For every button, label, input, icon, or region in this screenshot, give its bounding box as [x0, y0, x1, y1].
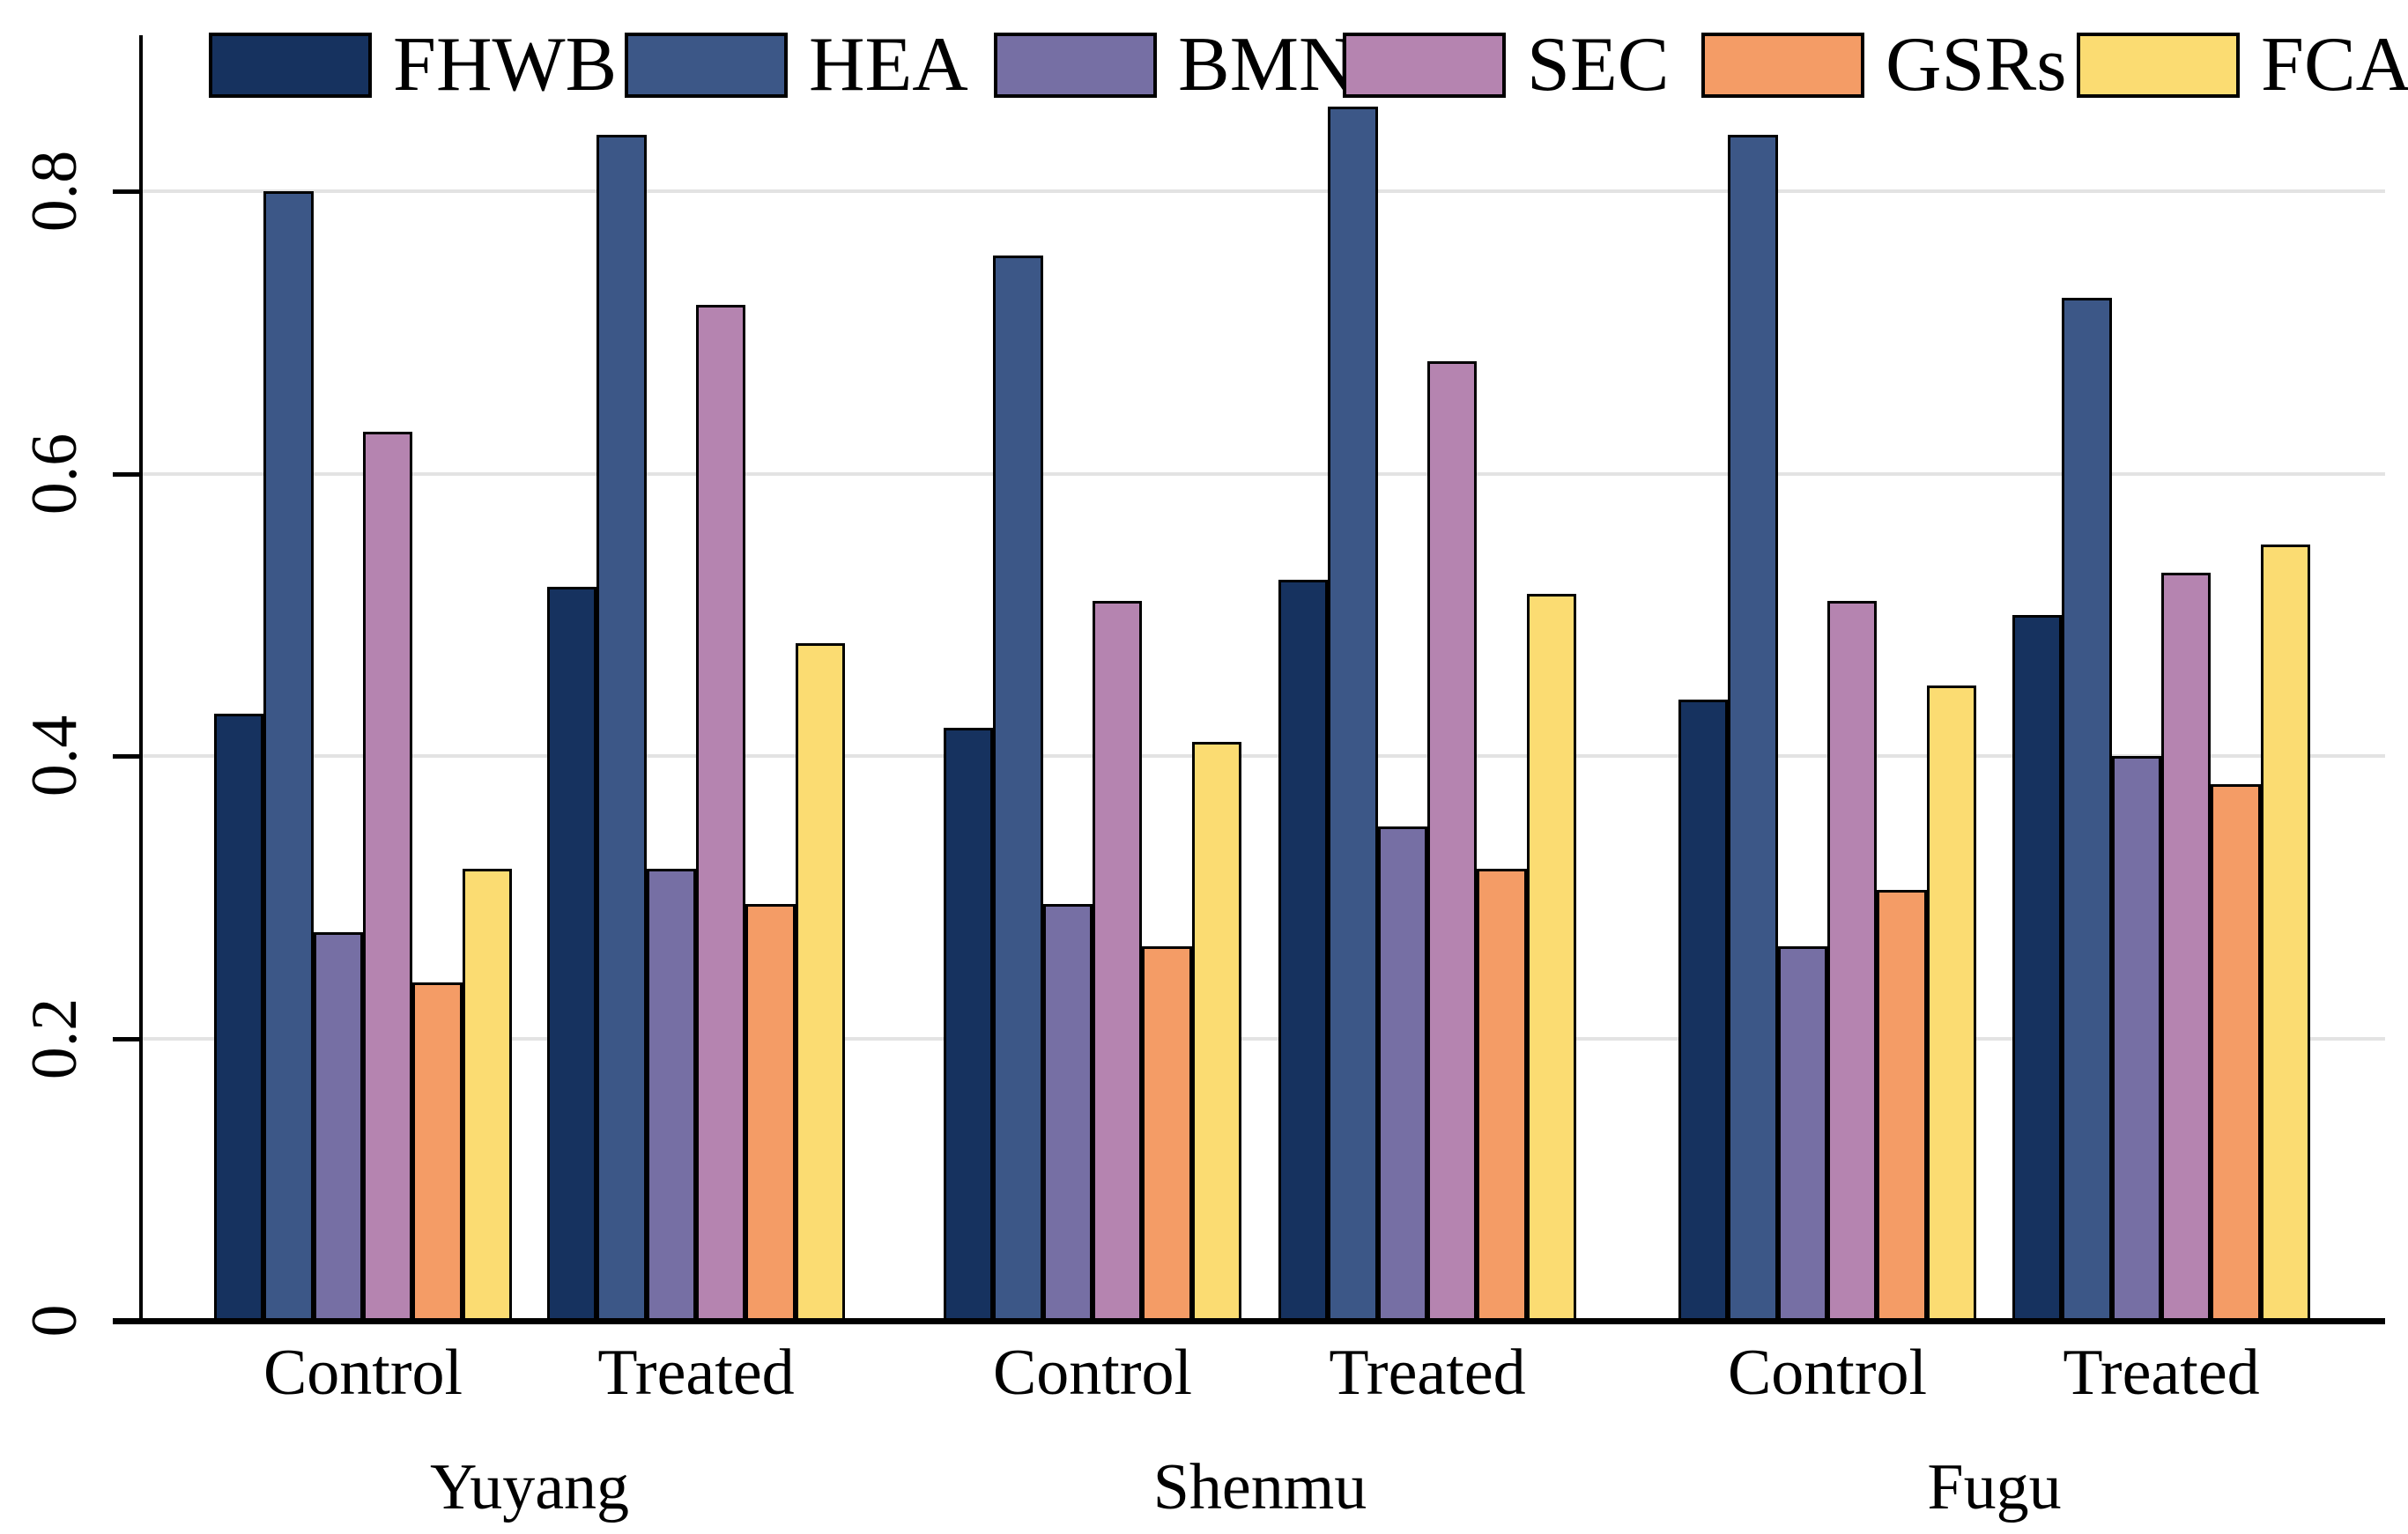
legend-swatch-BMN [994, 33, 1157, 98]
y-tick-label-0.4: 0.4 [19, 715, 91, 797]
x-label-shenmu-treated: Treated [1329, 1337, 1526, 1409]
bar-SEC [1093, 600, 1143, 1321]
bar-group-fugu-treated [2012, 0, 2310, 1321]
bar-HEA [993, 255, 1043, 1321]
region-label-fugu: Fugu [1927, 1451, 2062, 1523]
legend-label-FCA: FCA [2261, 22, 2408, 107]
y-axis-line [139, 35, 143, 1324]
bar-FCA [462, 869, 512, 1321]
x-label-fugu-control: Control [1727, 1337, 1928, 1409]
legend-label-FHWB: FHWB [393, 22, 618, 107]
x-label-yuyang-control: Control [263, 1337, 463, 1409]
y-tick-0.6 [113, 471, 141, 477]
bar-FCA [1526, 593, 1576, 1321]
gridline-0.2 [143, 1036, 2385, 1041]
legend-item-BMN: BMN [994, 0, 1355, 130]
bar-GSRs [1142, 946, 1192, 1321]
bar-group-shenmu-treated [1278, 0, 1576, 1321]
bar-FHWB [214, 714, 264, 1321]
x-label-shenmu-control: Control [992, 1337, 1193, 1409]
region-label-shenmu: Shenmu [1152, 1451, 1367, 1523]
bar-group-yuyang-control [214, 0, 512, 1321]
bar-HEA [1728, 135, 1778, 1321]
x-axis-line [113, 1318, 2385, 1324]
region-label-yuyang: Yuyang [429, 1451, 630, 1523]
bar-BMN [646, 869, 696, 1321]
legend-label-GSRs: GSRs [1886, 22, 2067, 107]
legend-swatch-FCA [2077, 33, 2240, 98]
bar-BMN [1042, 904, 1093, 1321]
bar-group-fugu-control [1678, 0, 1976, 1321]
y-tick-label-0.2: 0.2 [19, 997, 91, 1079]
bar-FCA [1926, 685, 1976, 1321]
bar-GSRs [1877, 890, 1927, 1321]
legend-swatch-GSRs [1701, 33, 1864, 98]
bar-GSRs [745, 904, 796, 1321]
y-tick-0.8 [113, 189, 141, 195]
x-label-fugu-treated: Treated [2063, 1337, 2260, 1409]
y-tick-label-0.6: 0.6 [19, 433, 91, 515]
legend-swatch-FHWB [209, 33, 372, 98]
legend-item-FHWB: FHWB [209, 0, 617, 130]
legend: FHWB HEA BMN SEC GSRs FCA [0, 0, 2408, 130]
legend-label-HEA: HEA [809, 22, 968, 107]
bar-HEA [263, 191, 314, 1321]
bar-GSRs [2211, 784, 2261, 1321]
gridline-0.4 [143, 754, 2385, 759]
bar-FHWB [1278, 579, 1329, 1321]
y-tick-0.2 [113, 1036, 141, 1041]
bar-HEA [2062, 297, 2112, 1321]
legend-swatch-HEA [625, 33, 788, 98]
gridline-0.6 [143, 471, 2385, 476]
bar-SEC [1827, 600, 1878, 1321]
bar-FHWB [1678, 700, 1729, 1321]
bar-HEA [1328, 107, 1378, 1321]
y-tick-label-0.8: 0.8 [19, 151, 91, 233]
legend-item-HEA: HEA [625, 0, 968, 130]
legend-item-SEC: SEC [1343, 0, 1669, 130]
y-tick-label-0: 0 [19, 1304, 91, 1338]
legend-item-FCA: FCA [2077, 0, 2408, 130]
legend-label-BMN: BMN [1178, 22, 1355, 107]
legend-item-GSRs: GSRs [1701, 0, 2066, 130]
bar-BMN [2111, 756, 2161, 1321]
bar-BMN [313, 932, 363, 1321]
bar-HEA [596, 135, 647, 1321]
bar-FHWB [547, 586, 597, 1321]
y-tick-0.4 [113, 754, 141, 760]
bar-SEC [2161, 572, 2212, 1321]
bar-FHWB [2012, 615, 2063, 1321]
legend-label-SEC: SEC [1527, 22, 1670, 107]
legend-swatch-SEC [1343, 33, 1506, 98]
bar-GSRs [1477, 869, 1527, 1321]
bar-FCA [1191, 742, 1241, 1321]
bar-FCA [795, 643, 845, 1321]
bar-BMN [1377, 826, 1427, 1321]
bar-FHWB [944, 728, 994, 1321]
bar-BMN [1777, 946, 1827, 1321]
gridline-0.8 [143, 189, 2385, 194]
bar-SEC [1427, 360, 1478, 1321]
bar-SEC [363, 431, 413, 1321]
bar-SEC [696, 304, 746, 1321]
bar-group-shenmu-control [944, 0, 1241, 1321]
bar-group-yuyang-treated [547, 0, 845, 1321]
x-label-yuyang-treated: Treated [597, 1337, 795, 1409]
bar-FCA [2260, 544, 2310, 1321]
bar-GSRs [412, 982, 463, 1321]
